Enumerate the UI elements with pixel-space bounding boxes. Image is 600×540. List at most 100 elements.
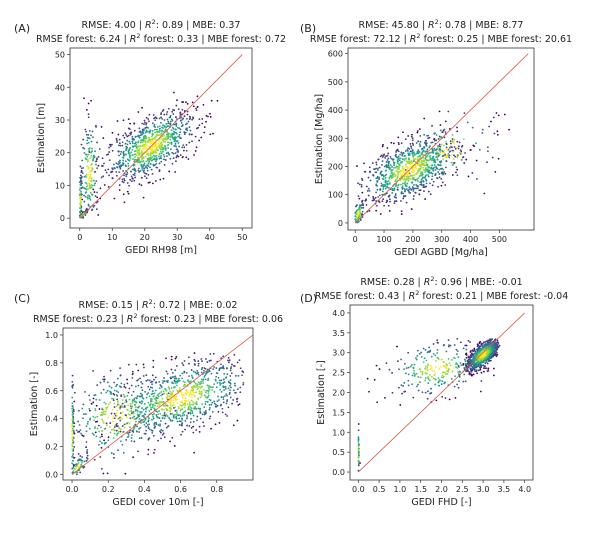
data-point — [439, 163, 442, 166]
panel-letter: (C) — [14, 292, 30, 305]
data-point — [164, 145, 166, 147]
data-point — [118, 189, 121, 191]
data-point — [141, 145, 144, 147]
data-point — [148, 410, 151, 412]
data-point — [122, 134, 125, 137]
data-point — [395, 200, 398, 203]
data-point — [425, 161, 427, 164]
data-point — [158, 131, 160, 134]
data-point — [190, 399, 193, 402]
data-point — [154, 425, 157, 428]
data-point — [405, 188, 408, 190]
data-point — [207, 379, 209, 381]
data-point — [192, 407, 195, 410]
data-point — [223, 372, 226, 375]
data-point — [88, 148, 91, 150]
data-point — [438, 379, 441, 381]
data-point — [451, 174, 454, 176]
x-tick-label: 100 — [376, 235, 391, 244]
data-point — [235, 398, 238, 400]
data-point — [88, 149, 90, 152]
data-point — [180, 121, 183, 124]
y-tick-label: 50 — [55, 51, 65, 60]
data-point — [144, 175, 146, 178]
data-point — [144, 144, 147, 147]
data-point — [450, 161, 453, 164]
data-point — [107, 403, 110, 406]
data-point — [92, 188, 95, 191]
data-point — [445, 160, 448, 162]
data-point — [152, 434, 155, 437]
data-point — [76, 463, 79, 466]
data-point — [451, 358, 453, 361]
data-point — [181, 422, 184, 424]
data-point — [167, 386, 170, 389]
data-point — [94, 408, 97, 410]
data-point — [401, 172, 403, 175]
data-point — [107, 416, 110, 419]
data-point — [79, 471, 82, 474]
data-point — [215, 386, 218, 389]
data-point — [99, 436, 102, 439]
data-point — [126, 394, 129, 397]
data-point — [416, 385, 418, 388]
data-point — [239, 391, 242, 394]
data-point — [368, 189, 371, 192]
data-point — [426, 150, 428, 152]
data-point — [386, 185, 388, 188]
data-point — [220, 357, 223, 360]
data-point — [188, 126, 191, 129]
data-point — [93, 156, 96, 158]
data-point — [72, 453, 75, 455]
data-point — [171, 419, 174, 422]
data-point — [129, 142, 132, 145]
data-point — [198, 139, 201, 142]
data-point — [431, 172, 434, 175]
data-point — [412, 195, 415, 197]
data-point — [427, 363, 430, 365]
data-point — [71, 467, 74, 470]
data-point — [439, 129, 442, 132]
data-point — [134, 404, 136, 406]
data-point — [419, 381, 421, 384]
data-point — [145, 122, 148, 125]
data-point — [153, 145, 156, 147]
data-point — [413, 166, 416, 169]
data-point — [438, 110, 441, 113]
data-point — [381, 164, 383, 166]
stats-line-1: RMSE: 4.00 | R2: 0.89 | MBE: 0.37 — [82, 18, 241, 31]
data-point — [416, 130, 419, 132]
data-point — [368, 390, 370, 393]
data-point — [94, 171, 96, 173]
y-tick-label: 2.0 — [332, 389, 345, 398]
data-point — [401, 165, 404, 168]
data-point — [169, 403, 172, 406]
data-point — [416, 178, 418, 180]
data-point — [427, 175, 430, 178]
data-point — [88, 394, 91, 397]
data-point — [393, 166, 395, 169]
data-point — [156, 415, 158, 418]
data-point — [145, 177, 148, 180]
data-point — [226, 415, 229, 417]
data-point — [387, 164, 390, 167]
data-point — [422, 157, 424, 159]
data-point — [174, 409, 177, 412]
data-point — [134, 406, 137, 409]
data-point — [184, 410, 187, 413]
data-point — [81, 175, 83, 178]
data-point — [86, 160, 89, 163]
data-point — [201, 413, 204, 416]
data-point — [88, 137, 91, 140]
data-point — [82, 146, 85, 149]
data-point — [365, 204, 368, 206]
data-point — [470, 367, 473, 370]
data-point — [152, 163, 155, 166]
data-point — [405, 157, 408, 160]
data-point — [432, 352, 435, 355]
data-point — [117, 430, 120, 433]
data-point — [160, 141, 163, 144]
data-point — [404, 150, 407, 152]
data-point — [360, 185, 363, 188]
data-point — [179, 154, 182, 156]
